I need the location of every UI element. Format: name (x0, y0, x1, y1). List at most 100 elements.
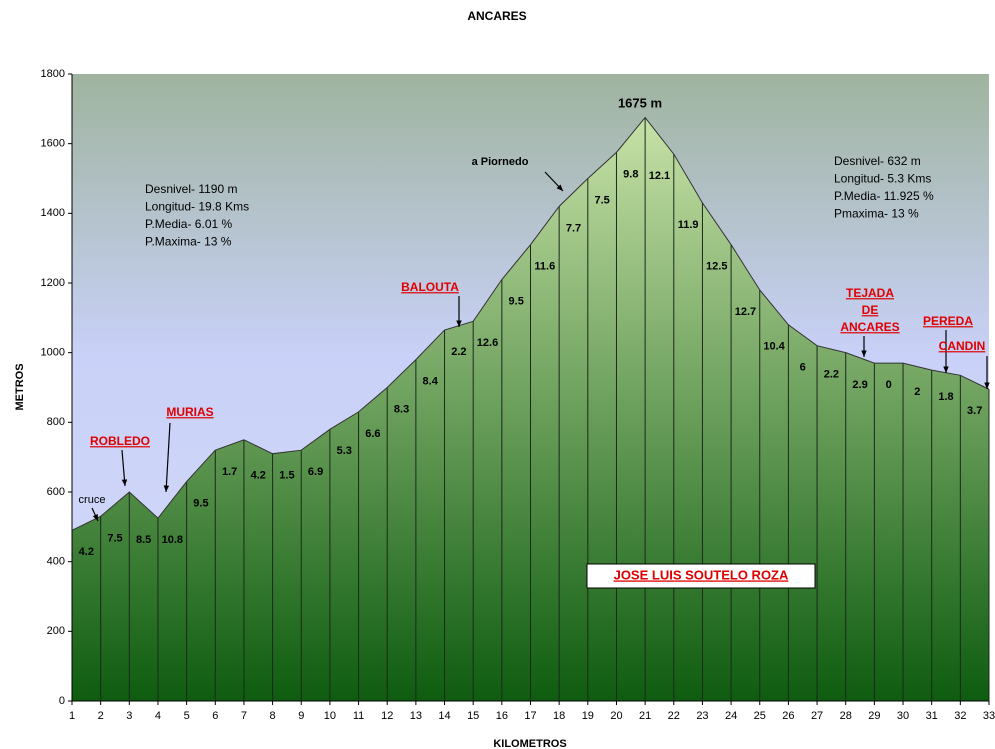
segment-label: 2 (914, 386, 920, 398)
segment-label: 9.5 (193, 497, 208, 509)
x-tick-label: 10 (324, 710, 336, 722)
x-tick-label: 3 (126, 710, 132, 722)
segment-label: 11.6 (534, 261, 555, 273)
segment-label: 2.2 (451, 346, 466, 358)
x-tick-label: 16 (496, 710, 508, 722)
info-line: P.Media- 11.925 % (834, 189, 934, 203)
x-tick-label: 25 (754, 710, 766, 722)
segment-label: 6.6 (365, 428, 380, 440)
annotation: DE (862, 303, 879, 317)
y-tick-label: 0 (59, 695, 65, 707)
segment-label: 1.8 (938, 391, 953, 403)
x-tick-label: 33 (983, 710, 995, 722)
x-tick-label: 9 (298, 710, 304, 722)
segment-label: 8.3 (394, 403, 409, 415)
x-tick-label: 21 (639, 710, 651, 722)
x-tick-label: 22 (668, 710, 680, 722)
x-tick-label: 32 (954, 710, 966, 722)
segment-label: 9.5 (509, 295, 524, 307)
segment-label: 12.6 (477, 337, 498, 349)
x-tick-label: 26 (782, 710, 794, 722)
y-tick-label: 400 (47, 556, 65, 568)
x-tick-label: 7 (241, 710, 247, 722)
y-tick-label: 200 (47, 625, 65, 637)
x-tick-label: 15 (467, 710, 479, 722)
segment-label: 10.8 (162, 534, 183, 546)
segment-label: 12.5 (706, 261, 727, 273)
x-tick-label: 5 (184, 710, 190, 722)
x-tick-label: 18 (553, 710, 565, 722)
segment-label: 1.5 (279, 470, 294, 482)
annotation: 1675 m (618, 95, 662, 110)
y-tick-label: 1000 (41, 347, 65, 359)
x-axis-label: KILOMETROS (493, 738, 566, 749)
x-tick-label: 13 (410, 710, 422, 722)
arrow-head (861, 350, 867, 357)
annotation: TEJADA (846, 286, 894, 300)
arrow-head (984, 382, 990, 389)
x-tick-label: 24 (725, 710, 737, 722)
segment-label: 2.9 (852, 379, 867, 391)
segment-label: 9.8 (623, 168, 638, 180)
segment-label: 0 (886, 379, 892, 391)
annotation: BALOUTA (401, 280, 459, 294)
x-tick-label: 31 (926, 710, 938, 722)
author: JOSE LUIS SOUTELO ROZA (614, 567, 789, 582)
segment-label: 12.7 (735, 306, 756, 318)
x-tick-label: 29 (868, 710, 880, 722)
segment-label: 1.7 (222, 466, 237, 478)
segment-label: 5.3 (337, 445, 352, 457)
x-tick-label: 17 (524, 710, 536, 722)
segment-label: 8.4 (423, 376, 439, 388)
arrow-head (121, 479, 128, 486)
segment-label: 8.5 (136, 534, 151, 546)
x-tick-label: 27 (811, 710, 823, 722)
y-tick-label: 1800 (41, 68, 65, 80)
segment-label: 6.9 (308, 466, 323, 478)
x-tick-label: 28 (840, 710, 852, 722)
info-line: Desnivel- 1190 m (145, 182, 237, 196)
annotation: ROBLEDO (90, 434, 150, 448)
arrow-head (456, 320, 462, 327)
y-axis-label: METROS (14, 363, 26, 410)
info-line: Pmaxima- 13 % (834, 207, 919, 221)
annotation: PEREDA (923, 314, 973, 328)
x-tick-label: 8 (270, 710, 276, 722)
annotation: a Piornedo (472, 156, 529, 168)
segment-label: 7.7 (566, 222, 581, 234)
info-line: P.Maxima- 13 % (145, 235, 232, 249)
segment-label: 2.2 (824, 369, 839, 381)
y-tick-label: 1400 (41, 207, 65, 219)
x-tick-label: 11 (353, 710, 364, 722)
y-tick-label: 600 (47, 486, 65, 498)
segment-label: 11.9 (678, 219, 699, 231)
segment-label: 6 (800, 362, 806, 374)
x-tick-label: 2 (98, 710, 104, 722)
chart-title: ANCARES (467, 9, 526, 23)
arrow-head (92, 514, 98, 521)
segment-label: 12.1 (649, 170, 670, 182)
annotation: cruce (79, 494, 106, 506)
profile-line (71, 116, 990, 531)
info-line: Desnivel- 632 m (834, 154, 921, 168)
y-tick-label: 800 (47, 416, 65, 428)
segment-label: 4.2 (79, 546, 94, 558)
x-tick-label: 20 (610, 710, 622, 722)
arrow-shaft (165, 422, 171, 493)
x-tick-label: 6 (212, 710, 218, 722)
info-line: Longitud- 5.3 Kms (834, 172, 931, 186)
segment-label: 3.7 (967, 405, 982, 417)
info-line: P.Media- 6.01 % (145, 217, 232, 231)
author-box (586, 563, 816, 589)
arrow-head (163, 485, 170, 492)
info-line: Longitud- 19.8 Kms (145, 200, 249, 214)
segment-label: 10.4 (763, 341, 785, 353)
x-tick-label: 1 (69, 710, 75, 722)
segment-label: 7.5 (107, 532, 122, 544)
y-tick-label: 1600 (41, 138, 65, 150)
annotation: MURIAS (166, 405, 213, 419)
x-tick-label: 12 (381, 710, 393, 722)
x-tick-label: 14 (438, 710, 450, 722)
y-tick-label: 1200 (41, 277, 65, 289)
